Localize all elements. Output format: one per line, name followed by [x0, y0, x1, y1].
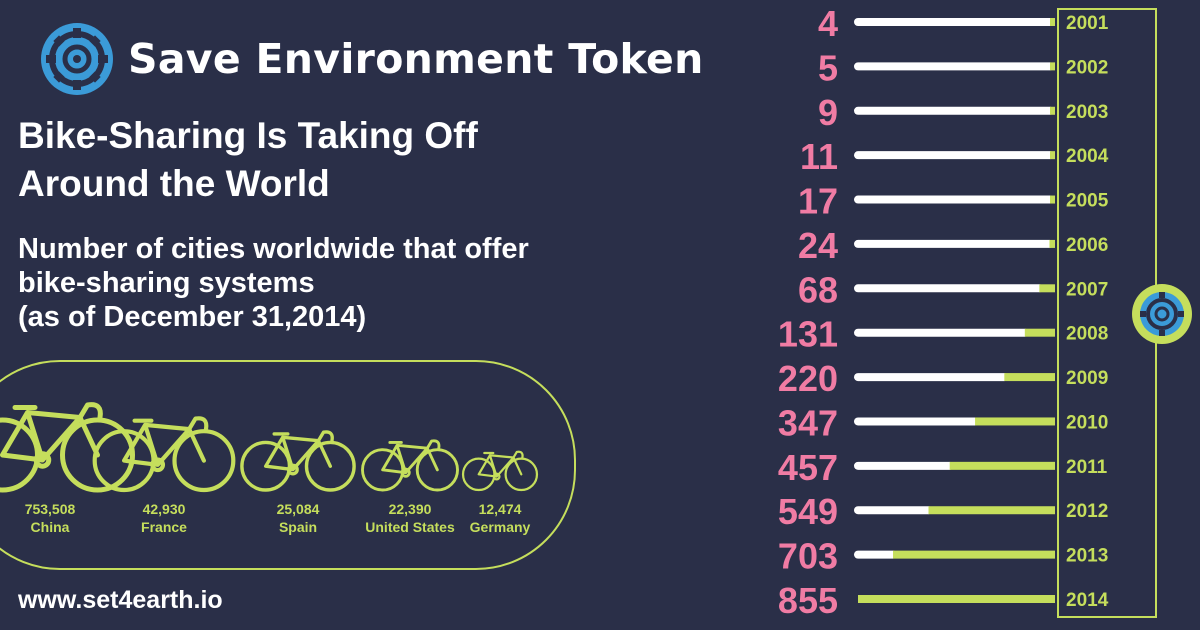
timeline-year-label: 2014	[1066, 590, 1109, 611]
bicycle-icon	[0, 402, 135, 493]
timeline-value-label: 9	[818, 92, 838, 133]
brand-name: Save Environment Token	[128, 35, 704, 83]
timeline-value-label: 68	[798, 269, 838, 310]
bicycle-icon	[92, 416, 236, 493]
gear-logo-icon	[41, 23, 113, 95]
timeline-value-label: 703	[778, 536, 838, 577]
country-value-label: 42,930	[143, 501, 186, 517]
brand: Save Environment Token	[40, 22, 704, 96]
country-name-label: Spain	[279, 519, 317, 535]
page-title: Bike-Sharing Is Taking Off Around the Wo…	[18, 112, 638, 208]
timeline-bar-value	[1050, 151, 1055, 160]
country-value-label: 753,508	[25, 501, 76, 517]
country-name-label: United States	[365, 519, 455, 535]
timeline-bar-value	[1050, 62, 1055, 71]
country-panel-frame	[0, 360, 576, 570]
timeline-year-label: 2009	[1066, 368, 1108, 389]
timeline-value-label: 4	[818, 3, 838, 44]
chart-subtitle: Number of cities worldwide that offer bi…	[18, 232, 658, 334]
timeline-bar-value	[949, 461, 1055, 470]
timeline-value-label: 11	[800, 136, 838, 177]
subtitle-line: (as of December 31,2014)	[18, 301, 367, 333]
timeline-value-label: 549	[778, 491, 838, 532]
subtitle-line: Number of cities worldwide that offer	[18, 233, 529, 265]
bicycle-icon	[461, 450, 539, 492]
timeline-bar-value	[975, 417, 1055, 426]
timeline-year-label: 2006	[1066, 235, 1108, 256]
country-value-label: 12,474	[479, 501, 522, 517]
timeline-bar-value	[1024, 328, 1055, 337]
website-link[interactable]: www.set4earth.io	[18, 586, 223, 614]
country-name-label: France	[141, 519, 187, 535]
timeline-year-label: 2010	[1066, 412, 1108, 433]
country-value-label: 25,084	[277, 501, 320, 517]
timeline-value-label: 347	[778, 402, 838, 443]
timeline-year-label: 2005	[1066, 191, 1109, 212]
timeline-bar-value	[858, 595, 1055, 603]
timeline-value-label: 220	[778, 358, 838, 399]
headline-line: Around the World	[18, 163, 330, 204]
timeline-year-label: 2012	[1066, 501, 1108, 522]
timeline-bar-value	[1050, 195, 1055, 204]
timeline-value-label: 855	[778, 580, 838, 621]
timeline-bar-value	[1004, 373, 1055, 382]
timeline-bar-value	[1039, 284, 1055, 293]
timeline-year-label: 2008	[1066, 324, 1108, 345]
subtitle-line: bike-sharing systems	[18, 267, 315, 299]
timeline-year-label: 2011	[1066, 457, 1108, 478]
timeline-bar-value	[1050, 18, 1055, 26]
bicycle-icon	[361, 439, 459, 492]
timeline-value-label: 131	[778, 314, 838, 355]
timeline-value-label: 17	[798, 181, 838, 222]
timeline-year-label: 2002	[1066, 57, 1108, 78]
timeline-value-label: 24	[798, 225, 838, 266]
timeline-bar-value	[1050, 106, 1055, 115]
timeline-bar-value	[928, 506, 1055, 515]
timeline-year-label: 2007	[1066, 279, 1108, 300]
timeline-year-label: 2013	[1066, 546, 1108, 567]
timeline-value-label: 5	[818, 47, 838, 88]
timeline-value-label: 457	[778, 447, 838, 488]
timeline-year-label: 2004	[1066, 146, 1109, 167]
timeline-year-label: 2003	[1066, 102, 1108, 123]
gear-badge-icon	[1132, 284, 1192, 344]
bicycle-icon	[240, 430, 356, 492]
country-name-label: Germany	[470, 519, 531, 535]
country-value-label: 22,390	[389, 501, 432, 517]
headline-line: Bike-Sharing Is Taking Off	[18, 115, 478, 156]
timeline-bar-value	[1049, 239, 1055, 248]
country-name-label: China	[31, 519, 70, 535]
timeline-year-label: 2001	[1066, 13, 1109, 34]
country-bike-chart: 753,508 China 42,930 France 25,084 Spain 22,39…	[0, 402, 539, 535]
timeline-bar-value	[893, 550, 1055, 559]
